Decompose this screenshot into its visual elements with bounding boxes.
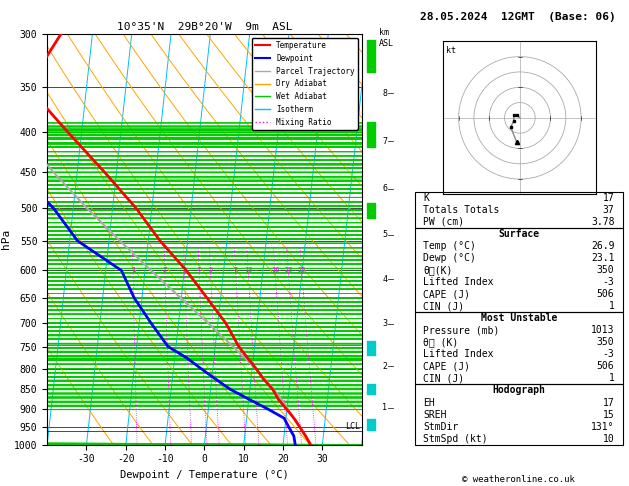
Text: 10: 10 (603, 434, 615, 444)
Text: 16: 16 (271, 267, 279, 274)
Text: 8: 8 (382, 89, 387, 98)
Text: 28.05.2024  12GMT  (Base: 06): 28.05.2024 12GMT (Base: 06) (420, 12, 616, 22)
Text: CAPE (J): CAPE (J) (423, 362, 470, 371)
Text: 15: 15 (603, 410, 615, 419)
Text: 3: 3 (382, 319, 387, 328)
Text: 6: 6 (382, 184, 387, 193)
Text: Most Unstable: Most Unstable (481, 313, 557, 323)
Text: 1: 1 (608, 373, 615, 383)
Text: 4: 4 (197, 267, 201, 274)
Text: 17: 17 (603, 398, 615, 408)
Text: -3: -3 (603, 349, 615, 359)
Text: SREH: SREH (423, 410, 447, 419)
Text: km
ASL: km ASL (379, 28, 394, 48)
Text: 37: 37 (603, 205, 615, 215)
Text: Totals Totals: Totals Totals (423, 205, 500, 215)
Y-axis label: hPa: hPa (1, 229, 11, 249)
Text: kt: kt (447, 46, 457, 55)
Text: K: K (423, 193, 430, 203)
Title: 10°35'N  29B°20'W  9m  ASL: 10°35'N 29B°20'W 9m ASL (116, 22, 292, 32)
Text: PW (cm): PW (cm) (423, 217, 465, 227)
Text: -3: -3 (603, 277, 615, 287)
Text: 20: 20 (284, 267, 292, 274)
X-axis label: Dewpoint / Temperature (°C): Dewpoint / Temperature (°C) (120, 470, 289, 480)
Text: 3.78: 3.78 (591, 217, 615, 227)
Text: θᴇ (K): θᴇ (K) (423, 337, 459, 347)
Text: 26.9: 26.9 (591, 241, 615, 251)
Text: 8: 8 (233, 267, 238, 274)
Text: CAPE (J): CAPE (J) (423, 289, 470, 299)
Text: 1013: 1013 (591, 325, 615, 335)
Text: 7: 7 (382, 137, 387, 146)
Text: Lifted Index: Lifted Index (423, 277, 494, 287)
Text: Pressure (mb): Pressure (mb) (423, 325, 500, 335)
Text: 4: 4 (382, 275, 387, 284)
Text: EH: EH (423, 398, 435, 408)
Text: 5: 5 (208, 267, 213, 274)
Text: CIN (J): CIN (J) (423, 301, 465, 311)
Text: 131°: 131° (591, 422, 615, 432)
Text: 5: 5 (382, 230, 387, 239)
Text: 1: 1 (382, 403, 387, 413)
Text: 10: 10 (244, 267, 252, 274)
Text: 2: 2 (382, 362, 387, 371)
Legend: Temperature, Dewpoint, Parcel Trajectory, Dry Adiabat, Wet Adiabat, Isotherm, Mi: Temperature, Dewpoint, Parcel Trajectory… (252, 38, 358, 130)
Text: θᴇ(K): θᴇ(K) (423, 265, 453, 275)
Text: 3: 3 (182, 267, 187, 274)
Text: 350: 350 (597, 337, 615, 347)
Text: 23.1: 23.1 (591, 253, 615, 263)
Text: © weatheronline.co.uk: © weatheronline.co.uk (462, 474, 575, 484)
Text: Surface: Surface (498, 229, 540, 239)
Text: Hodograph: Hodograph (493, 385, 545, 396)
Text: 2: 2 (163, 267, 167, 274)
Text: 1: 1 (608, 301, 615, 311)
Text: CIN (J): CIN (J) (423, 373, 465, 383)
Text: 25: 25 (298, 267, 306, 274)
Text: StmDir: StmDir (423, 422, 459, 432)
Text: Temp (°C): Temp (°C) (423, 241, 476, 251)
Text: Lifted Index: Lifted Index (423, 349, 494, 359)
Text: LCL: LCL (345, 422, 360, 431)
Text: 1: 1 (131, 267, 135, 274)
Text: 506: 506 (597, 289, 615, 299)
Text: StmSpd (kt): StmSpd (kt) (423, 434, 488, 444)
Text: 350: 350 (597, 265, 615, 275)
Text: Dewp (°C): Dewp (°C) (423, 253, 476, 263)
Text: 506: 506 (597, 362, 615, 371)
Text: 17: 17 (603, 193, 615, 203)
